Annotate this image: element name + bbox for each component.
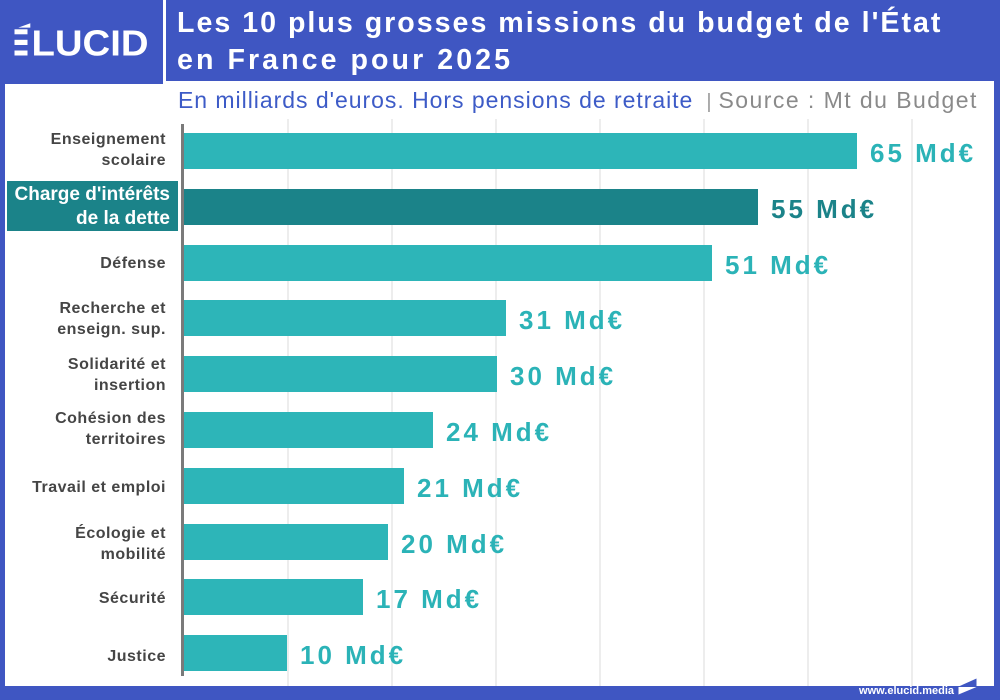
svg-text:LUCID: LUCID bbox=[32, 23, 149, 64]
